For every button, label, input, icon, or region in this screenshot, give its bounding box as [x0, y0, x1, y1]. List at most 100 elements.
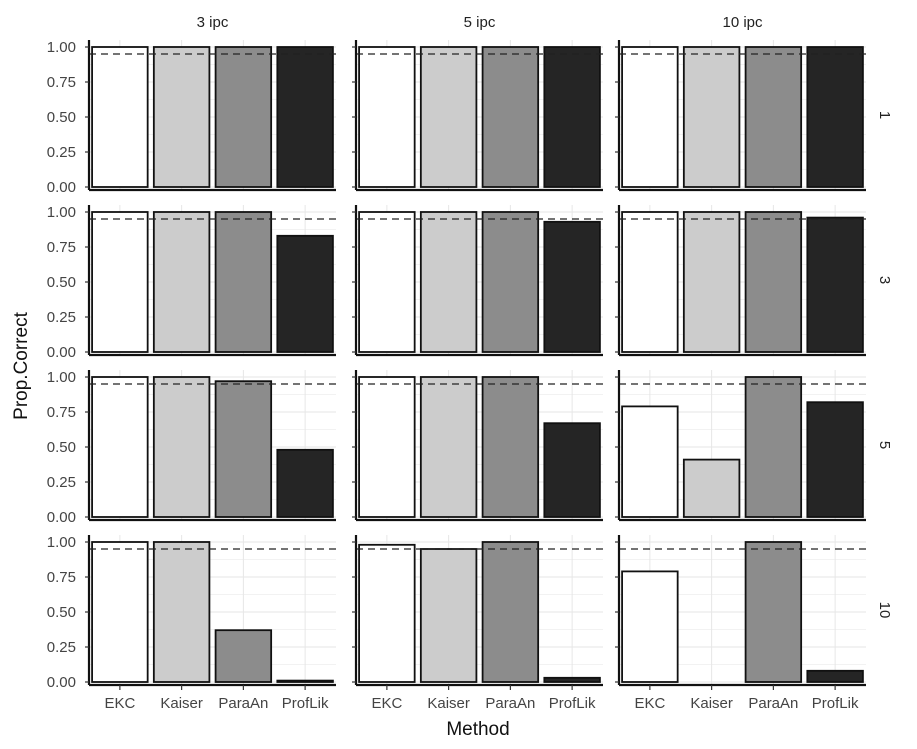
y-tick-label: 0.25: [47, 309, 76, 326]
bar-paraan: [214, 380, 273, 518]
bar-paraan: [481, 211, 540, 353]
y-tick-label: 0.00: [47, 674, 76, 691]
bar-proflik: [543, 46, 601, 188]
bar-proflik: [543, 220, 601, 353]
bar-paraan: [744, 541, 803, 683]
row-facet-label: 1: [876, 111, 893, 119]
bar-kaiser: [152, 541, 211, 683]
y-tick-label: 0.25: [47, 144, 76, 161]
bar-proflik: [276, 234, 334, 353]
column-facet-label: 5 ipc: [464, 14, 496, 31]
bar-paraan: [744, 46, 803, 188]
y-tick-label: 0.00: [47, 344, 76, 361]
bar-proflik: [806, 216, 864, 353]
bar-ekc: [621, 211, 679, 353]
bar-kaiser: [682, 46, 741, 188]
y-tick-label: 0.50: [47, 274, 76, 291]
y-tick-label: 0.75: [47, 239, 76, 256]
column-facet-label: 3 ipc: [197, 14, 229, 31]
panel: [85, 535, 336, 687]
bar-paraan: [481, 46, 540, 188]
bar-paraan: [481, 541, 540, 683]
bar-paraan: [214, 211, 273, 353]
x-axis-title: Method: [446, 719, 509, 740]
bar-kaiser: [419, 211, 478, 353]
bar-ekc: [621, 570, 679, 683]
panel: [85, 370, 336, 522]
bar-paraan: [744, 376, 803, 518]
x-tick-label: ProfLik: [812, 695, 859, 712]
panel: [615, 370, 866, 522]
x-tick-label: ParaAn: [218, 695, 268, 712]
x-tick-labels: EKC Kaiser ParaAn ProfLik EKC Kaiser ParaAn Pro…: [104, 685, 859, 712]
column-facet-label: 10 ipc: [722, 14, 763, 31]
y-tick-label: 0.00: [47, 509, 76, 526]
y-tick-label: 1.00: [47, 534, 76, 551]
y-tick-label: 0.75: [47, 569, 76, 586]
row-facet-label: 3: [876, 276, 893, 284]
row-facet-label: 5: [876, 441, 893, 449]
y-tick-label: 1.00: [47, 39, 76, 56]
x-tick-label: EKC: [634, 695, 665, 712]
bar-proflik: [276, 46, 334, 188]
panel: [615, 205, 866, 357]
panel: [352, 205, 603, 357]
x-tick-label: EKC: [104, 695, 135, 712]
bar-paraan: [481, 376, 540, 518]
bar-ekc: [91, 376, 149, 518]
y-axis-title: Prop.Correct: [11, 311, 32, 419]
y-tick-label: 0.50: [47, 604, 76, 621]
bar-kaiser: [419, 376, 478, 518]
row-facet-label: 10: [876, 602, 893, 619]
panel: [352, 535, 603, 687]
x-tick-label: ParaAn: [748, 695, 798, 712]
x-tick-label: EKC: [371, 695, 402, 712]
bar-paraan: [214, 46, 273, 188]
bar-ekc: [91, 211, 149, 353]
bar-ekc: [91, 46, 149, 188]
bar-ekc: [358, 376, 416, 518]
bar-proflik: [276, 679, 334, 683]
panel: [85, 40, 336, 192]
bar-proflik: [806, 46, 864, 188]
bar-proflik: [276, 448, 334, 518]
bar-proflik: [543, 676, 601, 683]
bar-ekc: [358, 543, 416, 683]
panel: [352, 40, 603, 192]
panel: [85, 205, 336, 357]
facet-strips: 3 ipc 5 ipc 10 ipc 1 3 5 10: [197, 14, 893, 618]
bar-kaiser: [152, 376, 211, 518]
bar-proflik: [806, 401, 864, 518]
y-tick-label: 0.50: [47, 109, 76, 126]
bar-kaiser: [682, 211, 741, 353]
bar-ekc: [91, 541, 149, 683]
bar-ekc: [621, 405, 679, 518]
bar-proflik: [543, 422, 601, 518]
y-tick-label: 0.75: [47, 74, 76, 91]
y-tick-label: 0.75: [47, 404, 76, 421]
bar-kaiser: [419, 46, 478, 188]
bar-ekc: [358, 211, 416, 353]
bar-paraan: [214, 629, 273, 683]
y-tick-labels: 0.00 0.25 0.50 0.75 1.00 0.00 0.25 0.50 0.75 1.00…: [47, 39, 76, 691]
y-tick-label: 1.00: [47, 369, 76, 386]
bar-kaiser: [682, 458, 741, 518]
y-tick-label: 1.00: [47, 204, 76, 221]
bar-kaiser: [152, 211, 211, 353]
panels-layer: [85, 40, 866, 687]
x-tick-label: ParaAn: [485, 695, 535, 712]
bar-kaiser: [152, 46, 211, 188]
bar-paraan: [744, 211, 803, 353]
y-tick-label: 0.00: [47, 179, 76, 196]
y-tick-label: 0.25: [47, 639, 76, 656]
bar-proflik: [806, 669, 864, 683]
x-tick-label: Kaiser: [427, 695, 470, 712]
bar-kaiser: [419, 548, 478, 683]
panel: [352, 370, 603, 522]
x-tick-label: ProfLik: [282, 695, 329, 712]
panel: [615, 535, 866, 687]
y-tick-label: 0.50: [47, 439, 76, 456]
x-tick-label: Kaiser: [690, 695, 733, 712]
y-tick-label: 0.25: [47, 474, 76, 491]
